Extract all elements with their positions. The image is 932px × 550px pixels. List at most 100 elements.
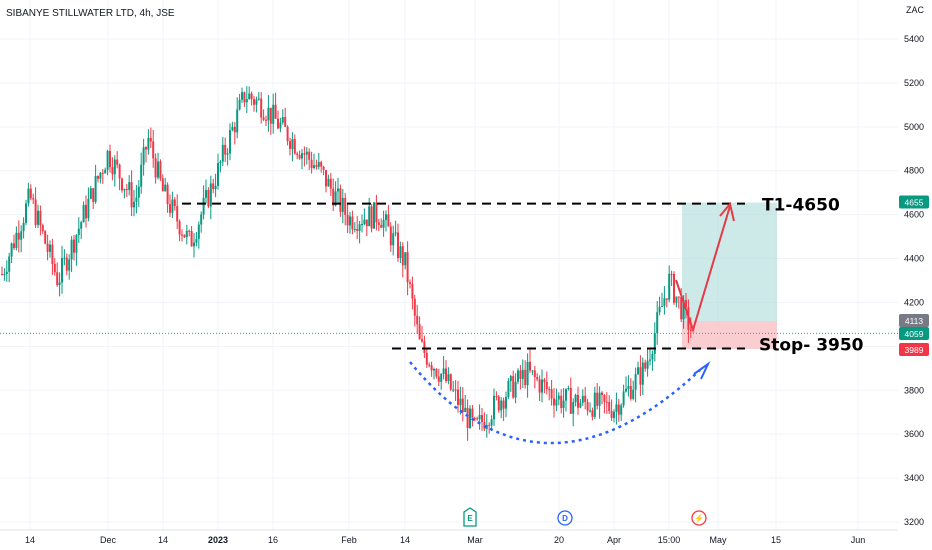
candle — [339, 184, 342, 217]
candle — [452, 380, 455, 393]
target-level-label: T1-4650 — [762, 196, 840, 216]
stop-zone[interactable] — [682, 321, 777, 349]
candle — [92, 187, 95, 209]
candle — [411, 276, 414, 310]
candle — [533, 365, 536, 389]
candle — [209, 175, 212, 220]
target-zone[interactable] — [682, 202, 777, 321]
candle — [608, 395, 611, 414]
price-badge-label: 4113 — [905, 316, 924, 326]
candle — [488, 422, 491, 434]
candle — [567, 385, 570, 391]
candle — [219, 159, 222, 173]
candle — [610, 399, 613, 421]
candle — [70, 236, 73, 273]
candle — [673, 271, 675, 305]
candle — [85, 195, 87, 228]
candle — [433, 367, 435, 380]
candle — [253, 95, 255, 112]
candle — [605, 392, 608, 415]
event-marker[interactable]: ⚡ — [691, 510, 707, 526]
price-badge: 3989 — [899, 343, 929, 356]
chart-title: SIBANYE STILLWATER LTD, 4h, JSE — [6, 8, 175, 19]
candle — [430, 361, 433, 377]
candle — [8, 252, 11, 283]
candle — [140, 152, 143, 194]
candle — [418, 316, 421, 340]
candle — [603, 394, 606, 414]
candle — [1, 266, 3, 276]
candle — [519, 364, 522, 390]
candle — [39, 205, 42, 236]
candle — [416, 304, 419, 335]
candle — [351, 210, 354, 235]
candle — [171, 191, 174, 219]
y-tick-label: 5200 — [904, 78, 924, 88]
candle — [663, 286, 666, 315]
candle — [260, 92, 263, 124]
candle — [135, 184, 138, 214]
candle — [668, 265, 671, 303]
candle — [46, 234, 49, 261]
candle — [169, 194, 171, 217]
price-badge: 4655 — [899, 195, 929, 209]
candle — [37, 204, 39, 228]
candle — [15, 226, 18, 251]
candle — [181, 229, 183, 242]
event-marker[interactable]: E — [463, 507, 477, 527]
candle — [178, 219, 181, 242]
candle — [334, 181, 337, 207]
candle — [101, 168, 104, 184]
candle — [226, 148, 229, 166]
candle — [73, 234, 75, 261]
candle — [341, 188, 344, 224]
candle — [293, 134, 296, 155]
candle — [481, 407, 483, 431]
candle — [536, 373, 539, 382]
candle — [656, 301, 659, 345]
candle — [118, 163, 121, 191]
candle — [509, 374, 512, 392]
event-marker-label: E — [467, 514, 473, 523]
candle — [272, 93, 275, 134]
candle — [344, 192, 347, 226]
candle — [221, 136, 224, 167]
candle — [653, 322, 656, 362]
projection-arrow[interactable] — [675, 205, 731, 334]
candle — [56, 262, 59, 287]
candle — [106, 149, 109, 176]
candle — [521, 359, 524, 389]
candle — [157, 152, 159, 180]
candle — [332, 178, 335, 212]
y-tick-label: 3400 — [904, 473, 924, 483]
candle — [315, 159, 318, 170]
candle — [161, 174, 164, 192]
cup-curve[interactable] — [409, 361, 701, 445]
candle — [207, 187, 210, 209]
candle — [428, 362, 431, 368]
candle — [577, 386, 579, 415]
candle — [471, 404, 474, 427]
candle — [421, 326, 423, 343]
candle — [641, 357, 644, 396]
x-tick-label: Mar — [467, 535, 483, 545]
candle — [406, 241, 409, 296]
candle — [593, 386, 596, 420]
candle — [349, 211, 351, 234]
x-tick-label: Feb — [341, 535, 357, 545]
candle — [389, 222, 392, 252]
candle — [301, 149, 303, 170]
event-marker[interactable]: D — [557, 510, 573, 526]
candle — [265, 115, 267, 127]
candle — [20, 225, 23, 253]
candle — [305, 146, 308, 165]
candle — [217, 153, 219, 190]
candle — [625, 376, 627, 393]
candle — [269, 107, 272, 135]
candle — [505, 391, 507, 418]
candle — [591, 407, 594, 421]
candle — [133, 189, 135, 217]
candle — [483, 412, 486, 432]
